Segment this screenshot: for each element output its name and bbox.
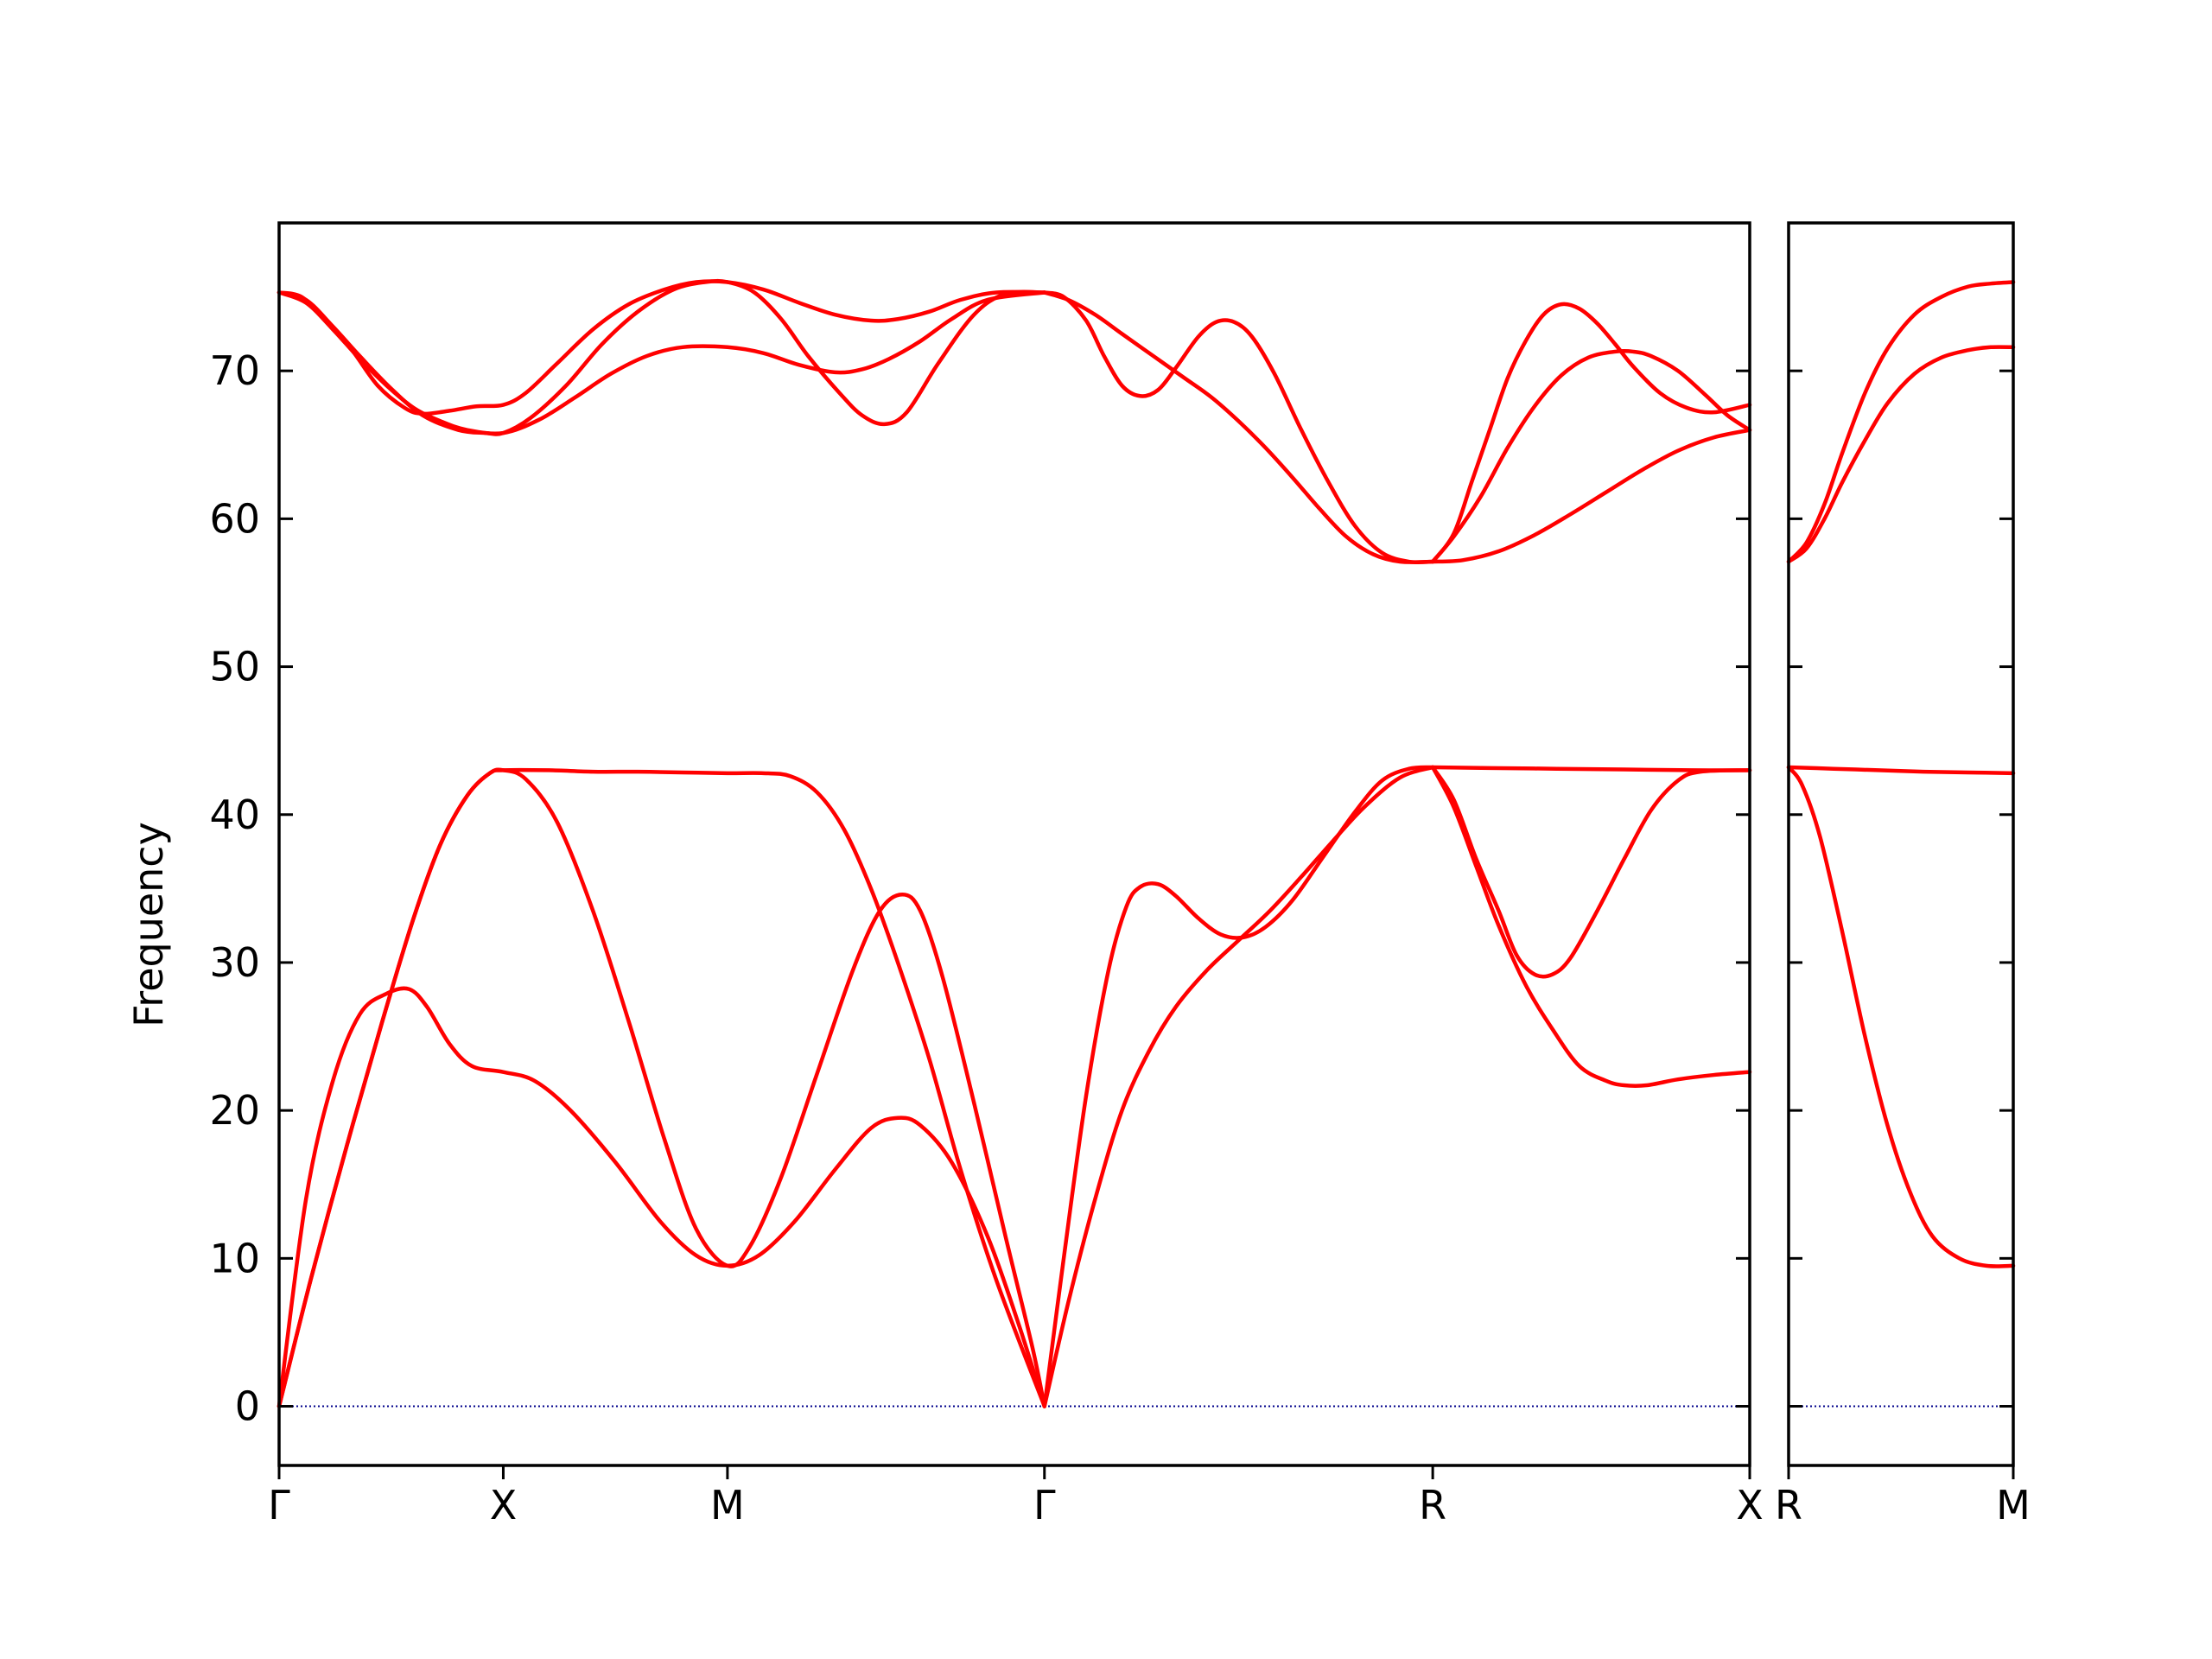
band-line-main-1 bbox=[276, 986, 1047, 1408]
x-tick-label-main-3: M bbox=[710, 1482, 745, 1529]
band-line-main-8 bbox=[1042, 765, 1435, 1408]
main-panel: 0 10 20 30 40 50 60 70 Γ X M Γ R X bbox=[209, 221, 1764, 1529]
band-line-side-2 bbox=[1786, 765, 2016, 1268]
y-tick-label-40: 40 bbox=[209, 791, 260, 838]
x-tick-label-main-1: Γ bbox=[268, 1482, 290, 1529]
band-line-side-3 bbox=[1786, 280, 2016, 564]
y-tick-label-10: 10 bbox=[209, 1235, 260, 1281]
y-tick-label-20: 20 bbox=[209, 1087, 260, 1134]
y-tick-label-50: 50 bbox=[209, 644, 260, 690]
band-line-side-4 bbox=[1786, 345, 2016, 564]
y-axis-label: Frequency bbox=[125, 822, 172, 1027]
band-line-side-1 bbox=[1786, 765, 2016, 776]
band-line-main-4 bbox=[276, 279, 1047, 416]
x-tick-label-main-6: X bbox=[1736, 1482, 1764, 1529]
band-line-main-16 bbox=[1430, 428, 1752, 564]
x-tick-label-side-2: M bbox=[1996, 1482, 2031, 1529]
x-tick-label-side-1: R bbox=[1775, 1482, 1802, 1529]
band-line-main-3 bbox=[276, 767, 1047, 1408]
x-tick-label-main-4: Γ bbox=[1033, 1482, 1056, 1529]
y-tick-label-70: 70 bbox=[209, 347, 260, 394]
band-line-main-12 bbox=[1430, 765, 1752, 979]
band-line-main-6 bbox=[276, 290, 1047, 435]
band-line-main-15 bbox=[1430, 348, 1752, 564]
band-line-main-14 bbox=[1430, 302, 1752, 564]
band-line-main-13 bbox=[1430, 765, 1752, 1089]
y-tick-label-0: 0 bbox=[235, 1383, 260, 1430]
band-line-main-9 bbox=[1042, 290, 1435, 564]
plot-frame-main bbox=[277, 221, 1751, 1467]
x-tick-label-main-2: X bbox=[490, 1482, 518, 1529]
band-line-main-10 bbox=[1042, 290, 1435, 565]
band-line-main-7 bbox=[1042, 765, 1435, 1408]
x-tick-label-main-5: R bbox=[1419, 1482, 1446, 1529]
y-tick-label-60: 60 bbox=[209, 495, 260, 542]
y-tick-label-30: 30 bbox=[209, 939, 260, 986]
plot-frame-side bbox=[1787, 221, 2015, 1467]
